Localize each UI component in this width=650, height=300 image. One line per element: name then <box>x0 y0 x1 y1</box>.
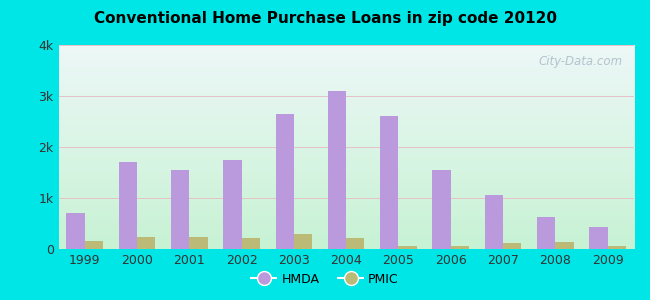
Bar <box>503 243 521 249</box>
Bar <box>189 237 207 249</box>
Bar <box>119 162 137 249</box>
Bar <box>171 170 189 249</box>
Bar <box>380 116 398 249</box>
Bar <box>608 246 626 249</box>
Bar <box>242 238 260 249</box>
Bar <box>432 170 450 249</box>
Bar <box>223 160 242 249</box>
Legend: HMDA, PMIC: HMDA, PMIC <box>246 268 404 291</box>
Bar <box>84 241 103 249</box>
Bar <box>66 213 84 249</box>
Bar <box>276 114 294 249</box>
Text: City-Data.com: City-Data.com <box>538 55 622 68</box>
Bar <box>555 242 573 249</box>
Bar <box>328 91 346 249</box>
Bar <box>537 218 555 249</box>
Bar <box>346 238 365 249</box>
Text: Conventional Home Purchase Loans in zip code 20120: Conventional Home Purchase Loans in zip … <box>94 11 556 26</box>
Bar <box>398 246 417 249</box>
Bar <box>485 196 503 249</box>
Bar <box>590 227 608 249</box>
Bar <box>450 246 469 249</box>
Bar <box>294 234 312 249</box>
Bar <box>137 237 155 249</box>
